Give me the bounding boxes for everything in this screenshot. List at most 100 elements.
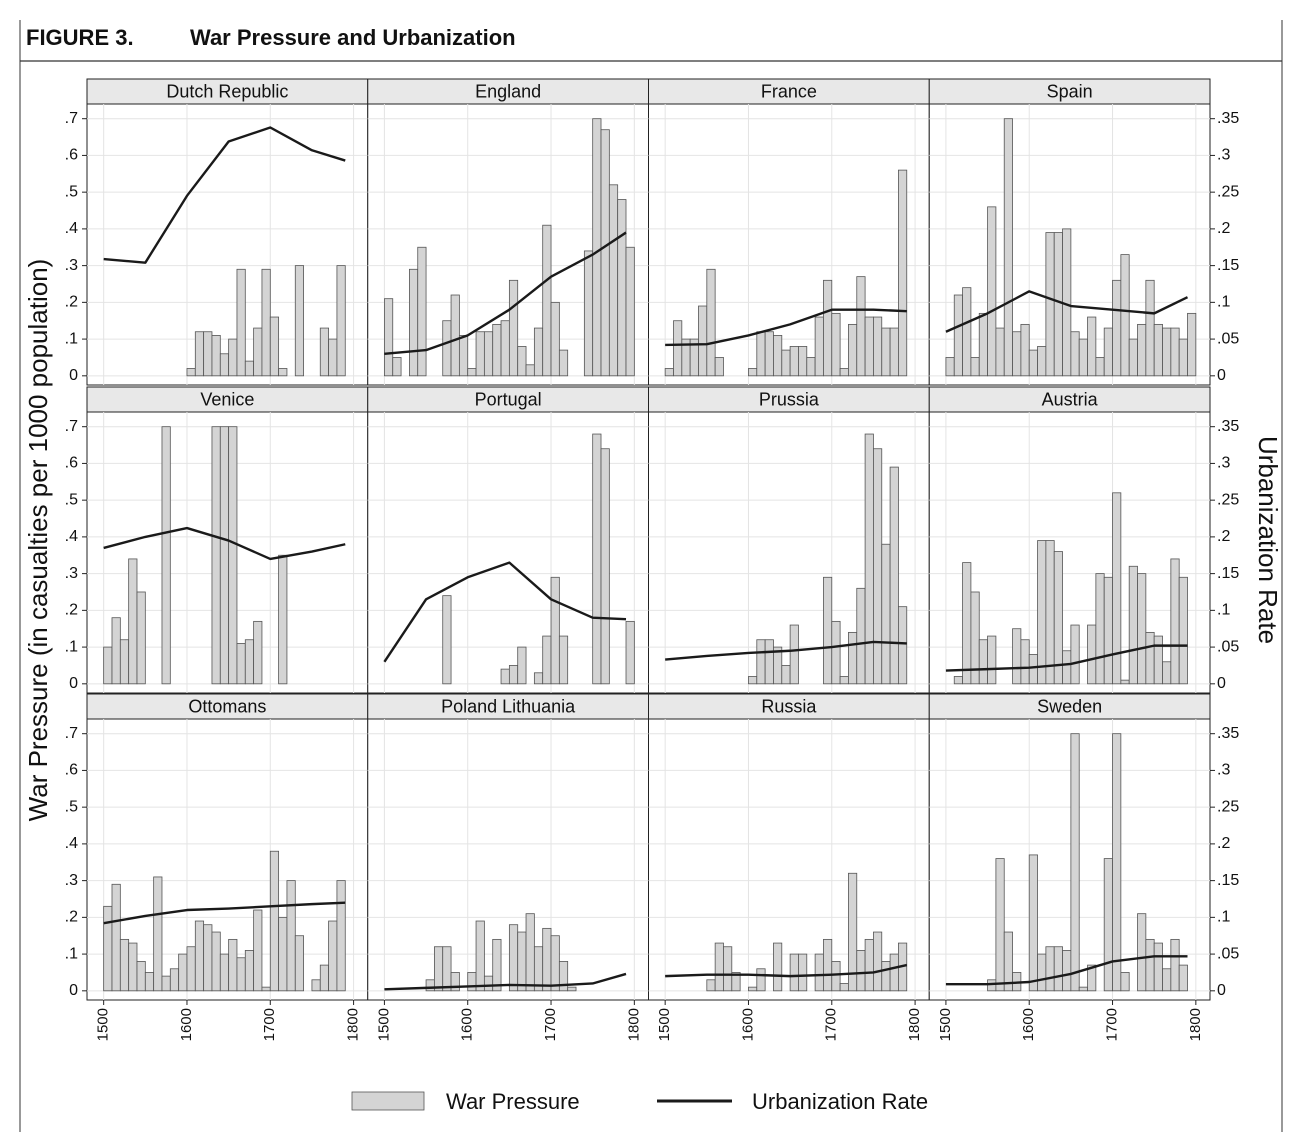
bar: [508, 924, 519, 992]
bar: [219, 353, 230, 377]
chart-title: War Pressure and Urbanization: [190, 25, 516, 50]
bar: [1095, 357, 1105, 377]
y2-tick-label: .15: [1217, 872, 1239, 889]
bar: [203, 331, 213, 377]
bar: [608, 184, 619, 377]
bar: [714, 357, 724, 377]
bar: [781, 349, 791, 377]
urbanization-line: [945, 644, 1188, 672]
y-tick-label: .1: [65, 945, 78, 962]
x-tick-label: 1700: [1103, 1008, 1120, 1041]
bar: [1162, 968, 1172, 992]
bar: [517, 931, 527, 992]
x-tick-label: 1800: [906, 1008, 923, 1041]
bar: [953, 294, 963, 377]
bar: [1087, 624, 1097, 685]
bar: [1137, 573, 1147, 685]
bar: [839, 368, 849, 377]
bar: [111, 883, 121, 992]
bar: [898, 169, 908, 377]
x-tick-label: 1700: [261, 1008, 278, 1041]
y-tick-label: .3: [65, 565, 78, 582]
bar: [995, 327, 1005, 377]
bar: [1078, 986, 1088, 992]
bar: [550, 935, 560, 992]
bar: [219, 426, 230, 685]
x-tick-label: 1700: [823, 1008, 840, 1041]
y-tick-label: .4: [65, 528, 78, 545]
bar: [294, 935, 305, 992]
bar: [814, 953, 824, 992]
y2-tick-label: .25: [1217, 491, 1239, 508]
y-tick-label: .6: [65, 455, 78, 472]
bar: [153, 876, 163, 992]
panel-title: Poland Lithuania: [441, 696, 576, 716]
x-tick-label: 1600: [739, 1008, 756, 1041]
bar: [169, 968, 180, 992]
bar: [664, 368, 674, 377]
bar: [111, 617, 121, 685]
bar: [673, 320, 683, 377]
y-tick-label: .3: [65, 872, 78, 889]
bar: [1137, 323, 1147, 377]
bar: [1112, 492, 1122, 685]
y2-tick-label: .1: [1217, 294, 1230, 311]
bar: [236, 957, 246, 992]
bar: [542, 635, 552, 685]
bar: [1178, 964, 1188, 992]
bar: [831, 620, 841, 685]
bar: [1128, 338, 1138, 377]
bar: [1178, 576, 1188, 685]
y2-tick-label: .05: [1217, 330, 1239, 347]
bar: [1145, 631, 1155, 685]
legend-swatch: [351, 1091, 425, 1111]
bar: [567, 986, 577, 992]
bar: [748, 368, 758, 377]
bar: [764, 639, 774, 685]
y2-tick-label: .25: [1217, 183, 1239, 200]
bar: [1053, 946, 1063, 992]
bar: [1037, 540, 1047, 685]
bar: [731, 972, 741, 992]
bar: [450, 972, 460, 992]
panel-header: [367, 386, 649, 413]
bar: [144, 972, 155, 992]
y-tick-label: .1: [65, 638, 78, 655]
bar: [228, 938, 238, 992]
bar: [764, 331, 774, 377]
bar: [128, 942, 138, 992]
bar: [1178, 338, 1188, 377]
bar: [889, 327, 899, 377]
x-tick-label: 1500: [95, 1008, 112, 1041]
y-tick-label: .3: [65, 257, 78, 274]
panel-plot: [367, 718, 649, 1001]
y-tick-label: 0: [69, 675, 78, 692]
bar: [417, 246, 427, 377]
bar: [978, 639, 988, 685]
y-tick-label: .5: [65, 183, 78, 200]
y-tick-label: .6: [65, 147, 78, 164]
bar: [319, 327, 329, 377]
bar: [161, 426, 171, 685]
panel-header: [648, 693, 930, 720]
bar: [1103, 327, 1113, 377]
urbanization-line: [665, 640, 907, 661]
urbanization-line: [103, 526, 346, 561]
bar: [592, 118, 602, 377]
y-tick-label: .4: [65, 835, 78, 852]
panel-title: Spain: [1047, 81, 1093, 101]
bar: [1003, 118, 1013, 377]
x-tick-label: 1600: [178, 1008, 195, 1041]
bar: [119, 938, 130, 992]
y2-tick-label: .35: [1217, 418, 1239, 435]
bar: [864, 316, 874, 377]
bar: [1170, 938, 1180, 992]
y2-tick-label: .25: [1217, 798, 1239, 815]
bar: [1028, 349, 1038, 377]
legend-label: Urbanization Rate: [752, 1089, 928, 1114]
bar: [103, 905, 113, 992]
bar: [1112, 733, 1122, 992]
bar: [864, 938, 874, 992]
panel-header: [367, 78, 649, 105]
y2-tick-label: 0: [1217, 367, 1226, 384]
